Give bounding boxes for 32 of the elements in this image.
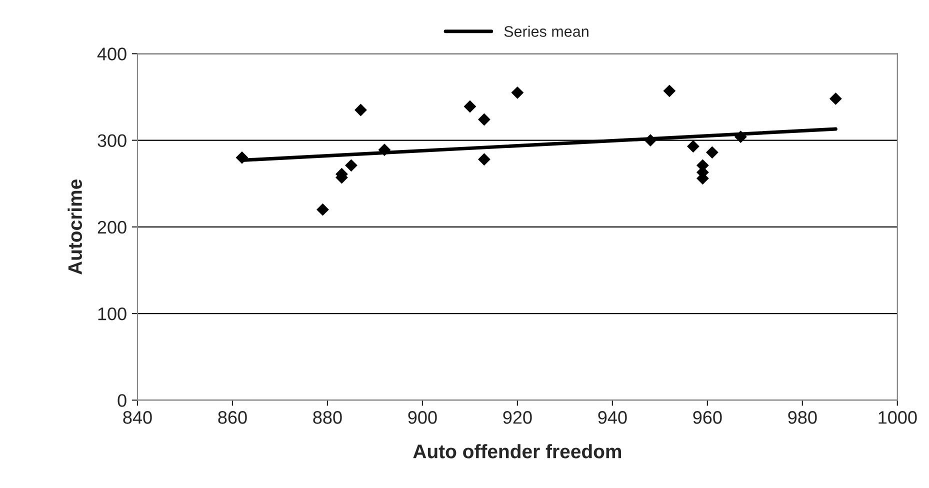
point bbox=[464, 100, 476, 113]
point bbox=[316, 203, 329, 216]
point bbox=[829, 92, 842, 105]
point bbox=[663, 84, 676, 98]
x-tick-label: 840 bbox=[123, 411, 152, 424]
point bbox=[706, 146, 718, 159]
point bbox=[734, 130, 747, 144]
y-tick-label: 400 bbox=[97, 48, 126, 60]
x-tick-label: 940 bbox=[598, 411, 627, 424]
x-axis-title: Auto offender freedom bbox=[413, 444, 622, 458]
x-tick-label: 900 bbox=[408, 411, 437, 424]
y-tick-label: 300 bbox=[98, 134, 126, 148]
point bbox=[236, 151, 248, 164]
point bbox=[345, 159, 358, 172]
x-tick-label: 880 bbox=[313, 411, 342, 424]
y-tick-label: 0 bbox=[118, 394, 126, 407]
point bbox=[686, 140, 700, 153]
x-tick-label: 920 bbox=[503, 411, 532, 424]
point bbox=[511, 86, 524, 99]
point bbox=[378, 144, 391, 156]
point bbox=[644, 134, 657, 147]
x-tick-label: 860 bbox=[218, 411, 247, 424]
point bbox=[478, 113, 490, 126]
y-tick-label: 200 bbox=[98, 220, 126, 234]
point bbox=[478, 153, 490, 166]
x-tick-label: 960 bbox=[693, 411, 722, 424]
point bbox=[354, 104, 367, 116]
legend-label: Series mean bbox=[504, 26, 588, 37]
x-tick-label: 980 bbox=[788, 411, 817, 424]
y-axis-title: Autocrime bbox=[68, 180, 82, 275]
y-tick-label: 100 bbox=[98, 307, 126, 320]
x-tick-label: 1000 bbox=[878, 411, 917, 424]
